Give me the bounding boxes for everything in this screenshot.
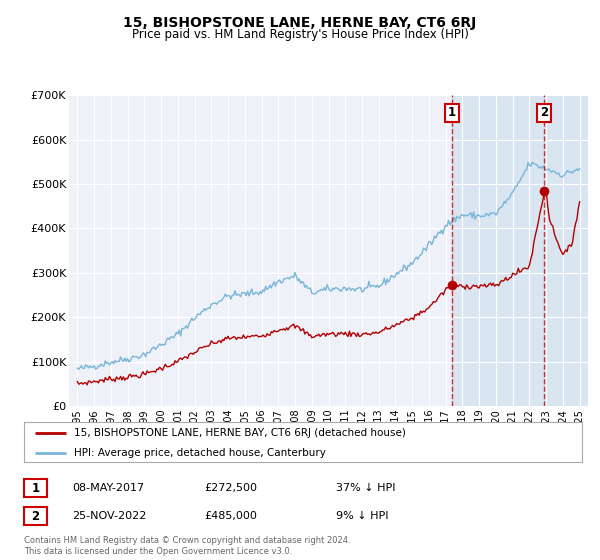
Bar (452, 95, 588, 406)
Text: 37% ↓ HPI: 37% ↓ HPI (336, 483, 395, 493)
Text: £485,000: £485,000 (204, 511, 257, 521)
Text: 08-MAY-2017: 08-MAY-2017 (72, 483, 144, 493)
Text: Price paid vs. HM Land Registry's House Price Index (HPI): Price paid vs. HM Land Registry's House … (131, 28, 469, 41)
Text: 15, BISHOPSTONE LANE, HERNE BAY, CT6 6RJ: 15, BISHOPSTONE LANE, HERNE BAY, CT6 6RJ (124, 16, 476, 30)
Text: Contains HM Land Registry data © Crown copyright and database right 2024.
This d: Contains HM Land Registry data © Crown c… (24, 536, 350, 556)
Text: 2: 2 (31, 510, 40, 523)
Text: 1: 1 (31, 482, 40, 495)
Text: 25-NOV-2022: 25-NOV-2022 (72, 511, 146, 521)
Text: £272,500: £272,500 (204, 483, 257, 493)
Text: 2: 2 (541, 106, 548, 119)
Text: 1: 1 (448, 106, 456, 119)
Text: HPI: Average price, detached house, Canterbury: HPI: Average price, detached house, Cant… (74, 448, 326, 458)
Text: 9% ↓ HPI: 9% ↓ HPI (336, 511, 389, 521)
Text: 15, BISHOPSTONE LANE, HERNE BAY, CT6 6RJ (detached house): 15, BISHOPSTONE LANE, HERNE BAY, CT6 6RJ… (74, 428, 406, 438)
